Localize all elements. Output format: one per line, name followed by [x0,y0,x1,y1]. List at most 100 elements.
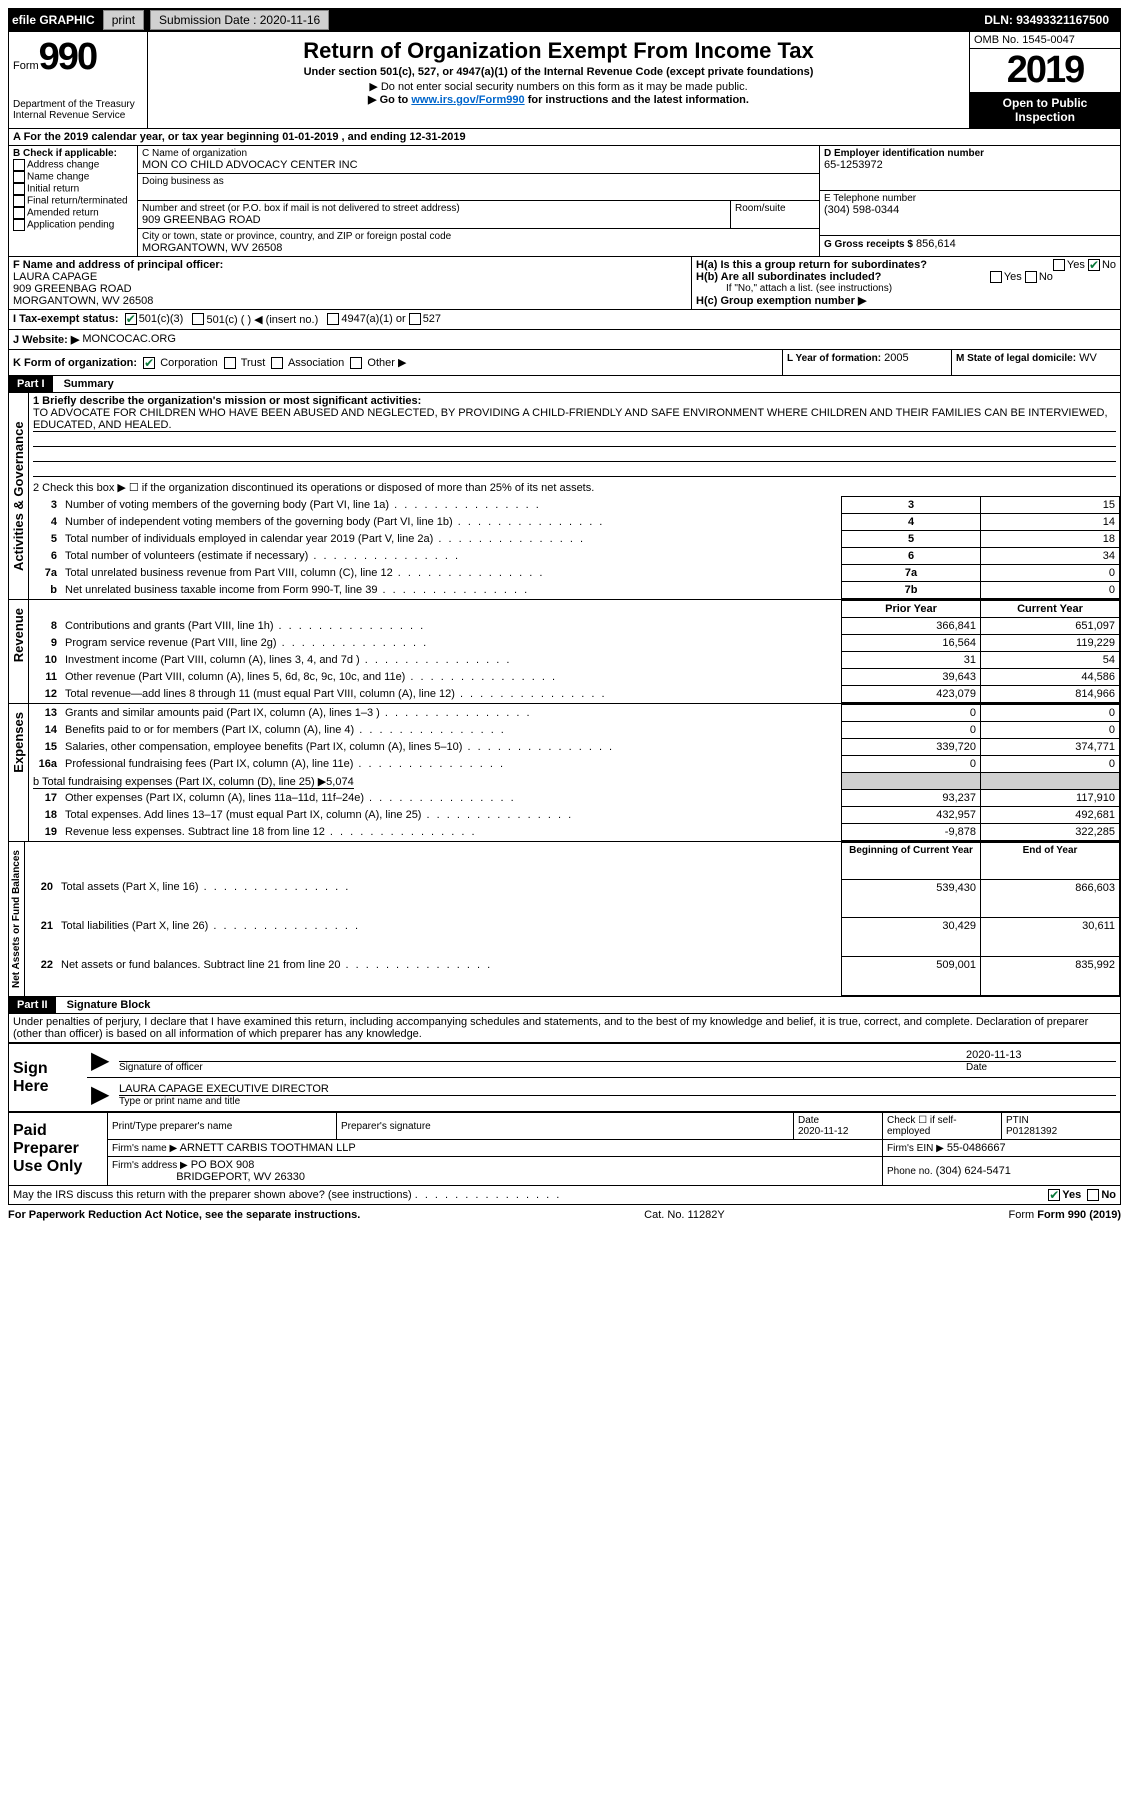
check-4947[interactable] [327,313,339,325]
check-other[interactable] [350,357,362,369]
line-value: 0 [981,565,1120,582]
prior-value: 339,720 [842,739,981,756]
line-value: 0 [981,582,1120,599]
line-num: 20 [25,879,57,918]
form-number: 990 [39,36,96,78]
prior-value: 0 [842,705,981,722]
sign-here-label: Sign Here [9,1044,88,1112]
print-button[interactable]: print [103,10,144,30]
line-box: 7a [842,565,981,582]
prep-date: 2020-11-12 [798,1126,848,1137]
line-num: 18 [29,807,61,824]
check-address-change[interactable] [13,159,25,171]
check-amended[interactable] [13,207,25,219]
ha-label: H(a) Is this a group return for subordin… [696,259,927,271]
end-value: 835,992 [981,957,1120,996]
b-label: B Check if applicable: [13,148,133,159]
e-label: E Telephone number [824,193,1116,204]
line-label: Total assets (Part X, line 16) [57,879,842,918]
line-num: 3 [29,497,61,514]
part2-header: Part II Signature Block [8,997,1121,1014]
open-public-label: Open to Public Inspection [970,92,1120,128]
firm-ein: 55-0486667 [947,1142,1006,1154]
sig-date: 2020-11-13 [966,1049,1116,1061]
check-app-pending[interactable] [13,219,25,231]
line-num: 16a [29,756,61,773]
part2-title: Signature Block [59,999,151,1011]
check-527[interactable] [409,313,421,325]
line-num: 17 [29,790,61,807]
type-name-label: Type or print name and title [119,1096,1116,1107]
line-label: Net unrelated business taxable income fr… [61,582,842,599]
line-label: Program service revenue (Part VIII, line… [61,635,842,652]
begin-value: 539,430 [842,879,981,918]
current-value: 119,229 [981,635,1120,652]
ha-yes[interactable] [1053,259,1065,271]
prior-value: 0 [842,756,981,773]
section-fh: F Name and address of principal officer:… [8,257,1121,310]
line-num: 22 [25,957,57,996]
subtitle-2: ▶ Do not enter social security numbers o… [152,80,965,93]
line-box: 6 [842,548,981,565]
gross-receipts: 856,614 [916,238,956,250]
penalties-text: Under penalties of perjury, I declare th… [8,1014,1121,1043]
check-501c[interactable] [192,313,204,325]
line-box: 4 [842,514,981,531]
begin-value: 30,429 [842,918,981,957]
m-label: M State of legal domicile: [956,353,1076,364]
subtitle-1: Under section 501(c), 527, or 4947(a)(1)… [152,66,965,78]
efile-label: efile GRAPHIC [12,13,95,27]
hb-yes[interactable] [990,271,1002,283]
section-j: J Website: ▶ MONCOCAC.ORG [8,330,1121,350]
check-corp[interactable] [143,357,155,369]
revenue-section: Revenue Prior Year Current Year8 Contrib… [8,600,1121,704]
state-domicile: WV [1079,352,1097,364]
line-label: Revenue less expenses. Subtract line 18 … [61,824,842,841]
line-label: Total revenue—add lines 8 through 11 (mu… [61,686,842,703]
line-label: Total liabilities (Part X, line 26) [57,918,842,957]
current-value: 651,097 [981,618,1120,635]
form-title: Return of Organization Exempt From Incom… [152,38,965,64]
irs-link[interactable]: www.irs.gov/Form990 [411,94,524,106]
prior-value: 31 [842,652,981,669]
firm-name: ARNETT CARBIS TOOTHMAN LLP [180,1142,356,1154]
line-value: 14 [981,514,1120,531]
check-trust[interactable] [224,357,236,369]
hb-no[interactable] [1025,271,1037,283]
check-501c3[interactable] [125,313,137,325]
may-irs-yes[interactable] [1048,1189,1060,1201]
section-bcd: B Check if applicable: Address change Na… [8,146,1121,257]
dba-label: Doing business as [142,176,815,187]
current-value: 54 [981,652,1120,669]
begin-value: 509,001 [842,957,981,996]
c-name-label: C Name of organization [142,148,815,159]
sig-date-label: Date [966,1062,1116,1073]
check-assoc[interactable] [271,357,283,369]
current-year-header: Current Year [981,601,1120,618]
line-16b: b Total fundraising expenses (Part IX, c… [29,773,842,790]
line-label: Investment income (Part VIII, column (A)… [61,652,842,669]
part1-header: Part I Summary [8,376,1121,393]
paid-preparer-label: Paid Preparer Use Only [9,1113,108,1186]
submission-date: Submission Date : 2020-11-16 [150,10,329,30]
sign-arrow-icon-2: ▶ [87,1078,115,1112]
form-label: Form [13,60,39,72]
line-label: Benefits paid to or for members (Part IX… [61,722,842,739]
line-label: Professional fundraising fees (Part IX, … [61,756,842,773]
check-name-change[interactable] [13,171,25,183]
part1-label: Part I [9,376,53,392]
ptin: P01281392 [1006,1126,1057,1137]
line-label: Contributions and grants (Part VIII, lin… [61,618,842,635]
may-irs-no[interactable] [1087,1189,1099,1201]
expenses-section: Expenses 13 Grants and similar amounts p… [8,704,1121,842]
current-value: 0 [981,705,1120,722]
sig-officer-label: Signature of officer [119,1062,966,1073]
prior-value: 432,957 [842,807,981,824]
l-label: L Year of formation: [787,353,881,364]
check-initial-return[interactable] [13,183,25,195]
current-value: 117,910 [981,790,1120,807]
footer: For Paperwork Reduction Act Notice, see … [8,1209,1121,1221]
ha-no[interactable] [1088,259,1100,271]
check-final-return[interactable] [13,195,25,207]
vert-ag: Activities & Governance [9,393,28,599]
